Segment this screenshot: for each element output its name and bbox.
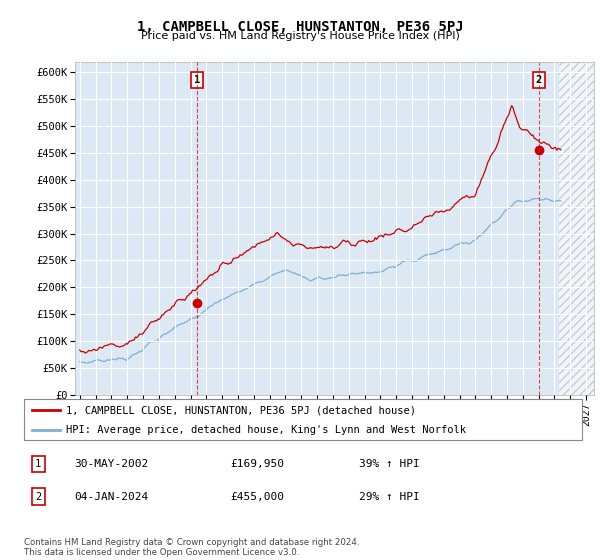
Text: 2: 2 xyxy=(35,492,41,502)
Text: Contains HM Land Registry data © Crown copyright and database right 2024.
This d: Contains HM Land Registry data © Crown c… xyxy=(24,538,359,557)
Text: £455,000: £455,000 xyxy=(230,492,284,502)
Text: 1: 1 xyxy=(194,75,200,85)
Text: 29% ↑ HPI: 29% ↑ HPI xyxy=(359,492,419,502)
Bar xyxy=(559,62,594,395)
Text: HPI: Average price, detached house, King's Lynn and West Norfolk: HPI: Average price, detached house, King… xyxy=(66,426,466,435)
Text: 2: 2 xyxy=(536,75,542,85)
Text: 1, CAMPBELL CLOSE, HUNSTANTON, PE36 5PJ: 1, CAMPBELL CLOSE, HUNSTANTON, PE36 5PJ xyxy=(137,20,463,34)
Text: Price paid vs. HM Land Registry's House Price Index (HPI): Price paid vs. HM Land Registry's House … xyxy=(140,31,460,41)
Text: £169,950: £169,950 xyxy=(230,459,284,469)
Text: 1: 1 xyxy=(35,459,41,469)
Text: 1, CAMPBELL CLOSE, HUNSTANTON, PE36 5PJ (detached house): 1, CAMPBELL CLOSE, HUNSTANTON, PE36 5PJ … xyxy=(66,405,416,415)
Text: 30-MAY-2002: 30-MAY-2002 xyxy=(74,459,148,469)
Text: 04-JAN-2024: 04-JAN-2024 xyxy=(74,492,148,502)
Text: 39% ↑ HPI: 39% ↑ HPI xyxy=(359,459,419,469)
